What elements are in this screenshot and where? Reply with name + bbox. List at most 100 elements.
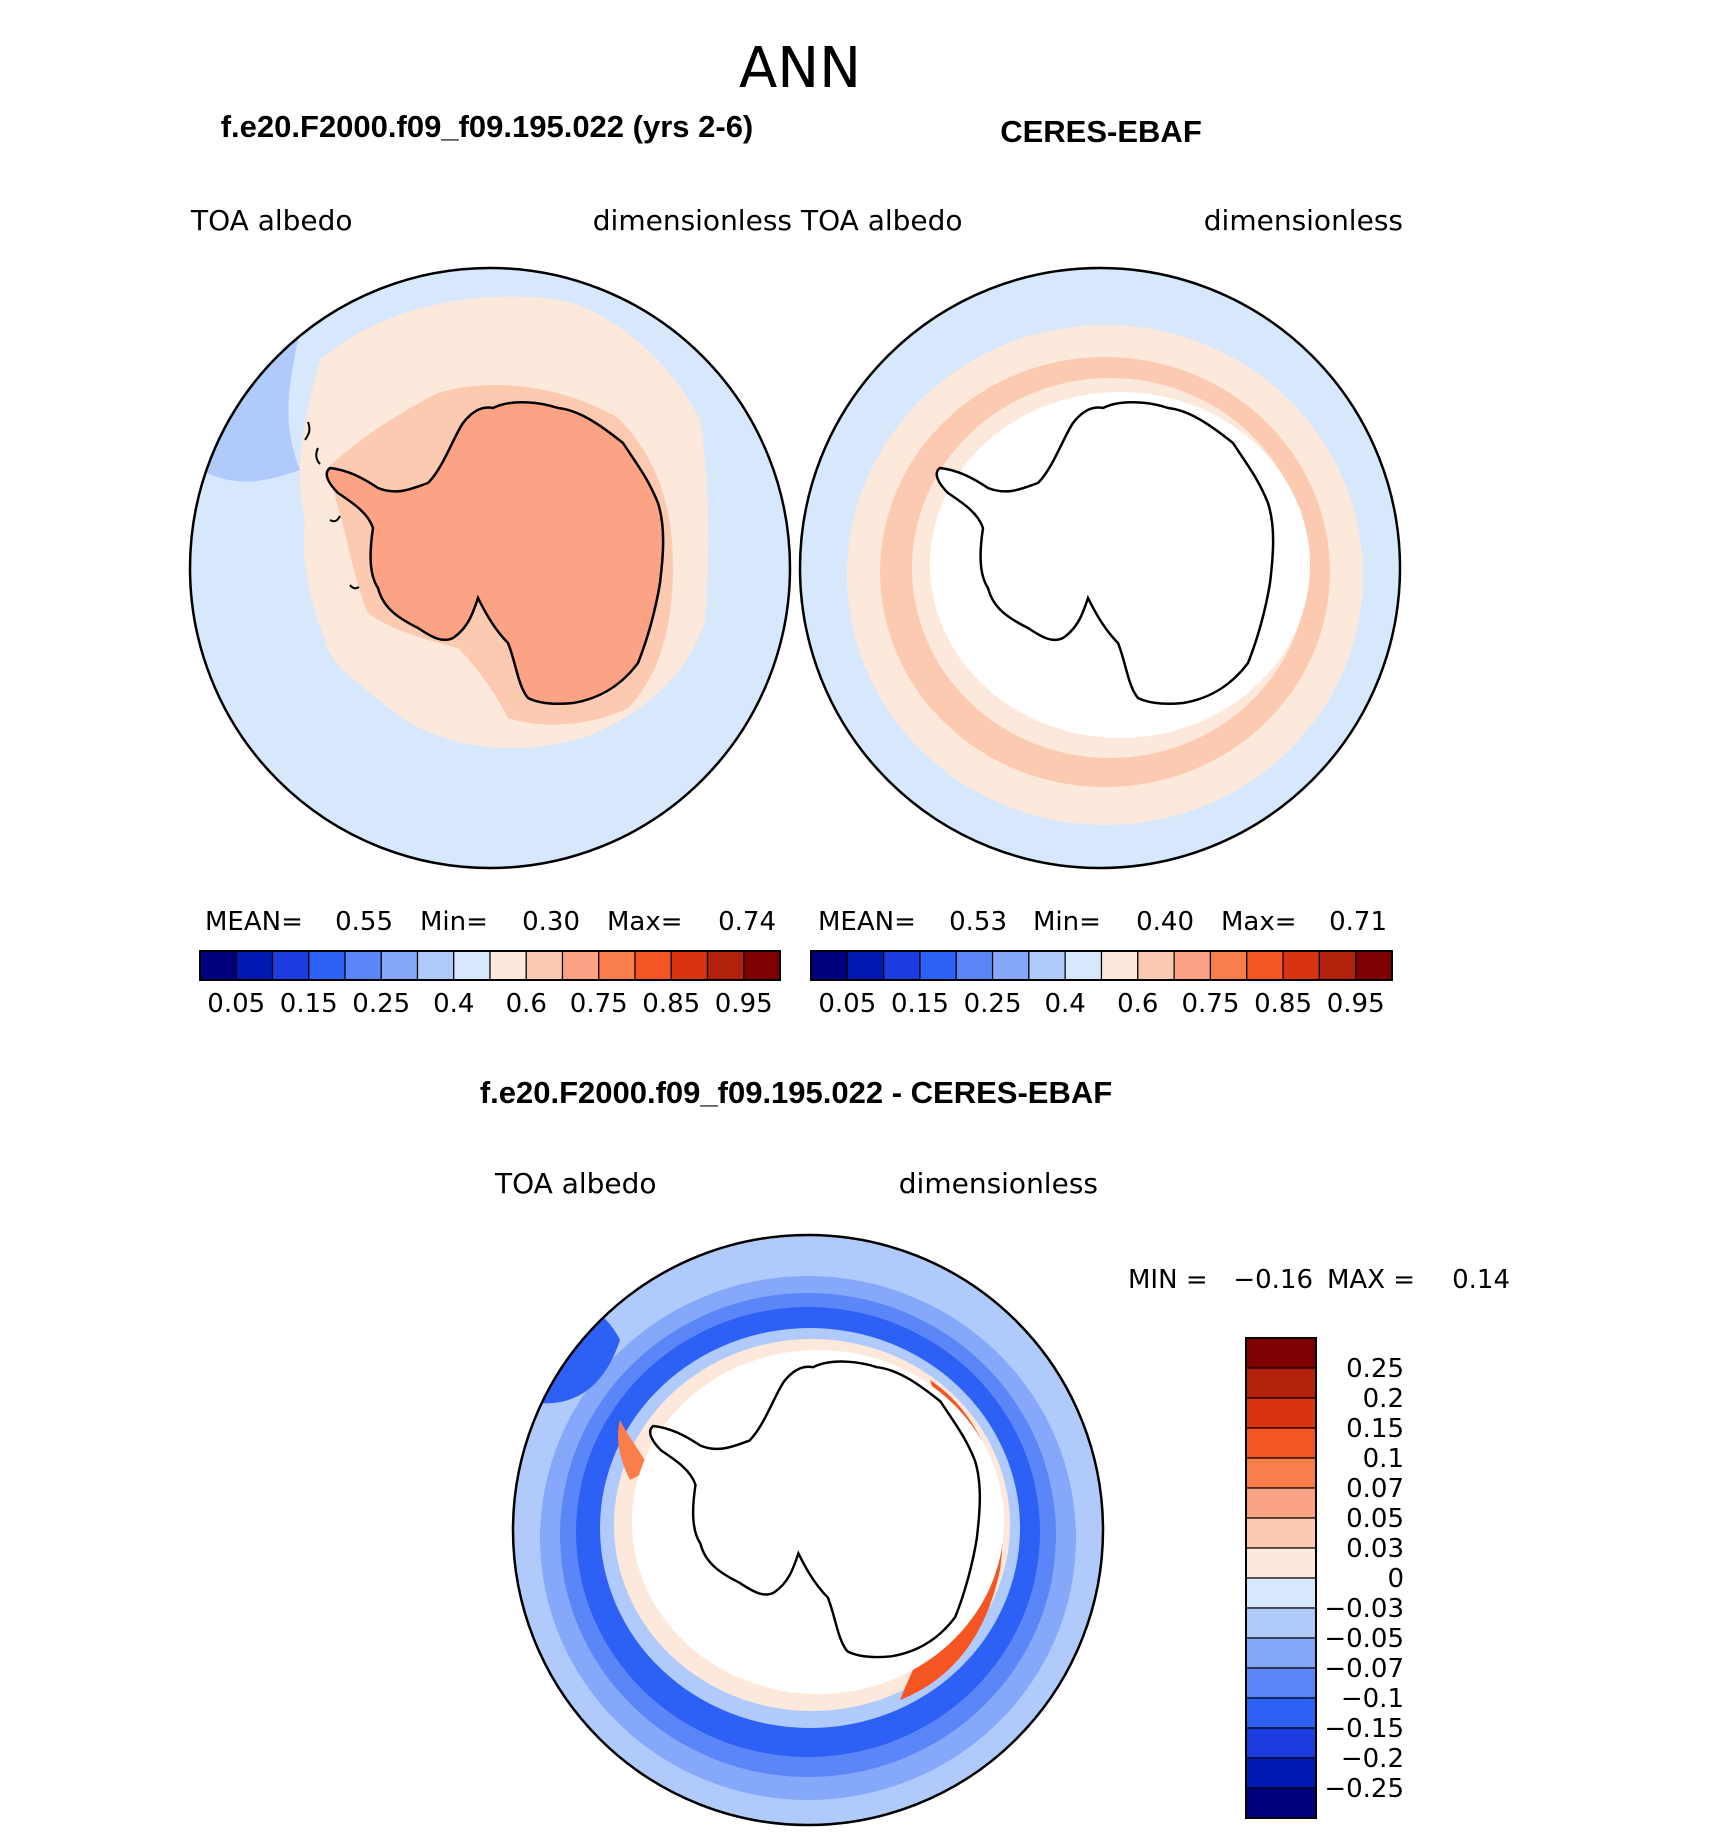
diff-colorbar-swatch (1245, 1727, 1317, 1759)
model-colorbar-tick-label: 0.05 (207, 989, 265, 1019)
diff-colorbar-swatch (1245, 1637, 1317, 1669)
diff-colorbar-tick-label: 0.2 (1363, 1384, 1404, 1414)
diff-colorbar-tick-label: −0.25 (1324, 1774, 1404, 1804)
model-colorbar-swatch (706, 950, 745, 981)
diff-units-label: dimensionless (899, 1167, 1098, 1200)
diff-colorbar-tick-label: −0.15 (1324, 1714, 1404, 1744)
obs-map (798, 266, 1402, 870)
obs-colorbar-frame (810, 950, 1393, 981)
diff-colorbar-swatch (1245, 1457, 1317, 1489)
model-colorbar-tick-label: 0.95 (715, 989, 773, 1019)
model-colorbar-swatch (271, 950, 310, 981)
obs-units-label: dimensionless (1204, 204, 1403, 237)
obs-max-value: 0.71 (1329, 907, 1387, 937)
diff-colorbar-frame (1245, 1337, 1317, 1819)
obs-variable-label: TOA albedo (800, 204, 963, 237)
diff-colorbar-swatch (1245, 1757, 1317, 1789)
model-colorbar-tick-label: 0.75 (570, 989, 628, 1019)
model-colorbar-swatch (416, 950, 455, 981)
obs-colorbar-tick-label: 0.75 (1181, 989, 1239, 1019)
obs-colorbar-swatch (955, 950, 994, 981)
obs-colorbar-swatch (846, 950, 885, 981)
diff-colorbar-swatch (1245, 1427, 1317, 1459)
obs-colorbar-swatch (1282, 950, 1320, 981)
diff-colorbar: 0.250.20.150.10.070.050.030−0.03−0.05−0.… (1245, 1337, 1404, 1819)
obs-min-label: Min= (1033, 907, 1101, 937)
obs-colorbar-tick-label: 0.25 (964, 989, 1022, 1019)
obs-mean-label: MEAN= (818, 907, 916, 937)
obs-colorbar-tick-label: 0.4 (1045, 989, 1086, 1019)
diff-colorbar-swatch (1245, 1607, 1317, 1639)
obs-colorbar-swatch (1100, 950, 1139, 981)
obs-colorbar-swatch (1209, 950, 1248, 981)
model-colorbar-tick-label: 0.6 (506, 989, 547, 1019)
diff-colorbar-tick-label: 0 (1387, 1564, 1404, 1594)
model-colorbar-tick-label: 0.15 (280, 989, 338, 1019)
model-map (188, 266, 792, 870)
model-colorbar-swatch (743, 950, 781, 981)
diff-variable-label: TOA albedo (494, 1167, 657, 1200)
diff-min-label: MIN = (1128, 1265, 1208, 1295)
diff-colorbar-tick-label: 0.25 (1346, 1354, 1404, 1384)
model-mean-label: MEAN= (205, 907, 303, 937)
model-colorbar-tick-label: 0.25 (352, 989, 410, 1019)
diff-panel-title: f.e20.F2000.f09_f09.195.022 - CERES-EBAF (480, 1075, 1112, 1110)
obs-colorbar-tick-label: 0.05 (818, 989, 876, 1019)
figure-title: ANN (739, 36, 861, 101)
model-colorbar-tick-label: 0.85 (642, 989, 700, 1019)
obs-colorbar-swatch (1028, 950, 1066, 981)
diff-colorbar-tick-label: 0.07 (1346, 1474, 1404, 1504)
model-min-label: Min= (420, 907, 488, 937)
model-mean-value: 0.55 (335, 907, 393, 937)
model-colorbar-swatch (525, 950, 564, 981)
obs-colorbar-swatch (991, 950, 1030, 981)
diff-colorbar-swatch (1245, 1337, 1317, 1369)
diff-colorbar-tick-label: −0.2 (1341, 1744, 1404, 1774)
model-colorbar-swatch (308, 950, 346, 981)
model-colorbar-swatch (199, 950, 237, 981)
diff-colorbar-swatch (1245, 1517, 1317, 1549)
model-max-value: 0.74 (718, 907, 776, 937)
obs-colorbar-swatch (1137, 950, 1175, 981)
model-colorbar-swatch (670, 950, 709, 981)
obs-colorbar-swatch (883, 950, 921, 981)
model-colorbar-frame (199, 950, 781, 981)
model-colorbar: 0.05 0.15 0.25 0.4 0.6 0.75 0.85 0.95 (199, 950, 781, 1019)
diff-map (511, 1233, 1105, 1827)
obs-colorbar-swatch (1318, 950, 1357, 981)
model-colorbar-swatch (634, 950, 672, 981)
obs-colorbar-swatch (919, 950, 957, 981)
obs-colorbar: 0.05 0.15 0.25 0.4 0.6 0.75 0.85 0.95 (810, 950, 1393, 1019)
obs-colorbar-swatch (1246, 950, 1284, 981)
obs-colorbar-tick-label: 0.6 (1117, 989, 1158, 1019)
diff-colorbar-tick-label: −0.03 (1324, 1594, 1404, 1624)
model-colorbar-swatch (489, 950, 527, 981)
model-panel-title: f.e20.F2000.f09_f09.195.022 (yrs 2-6) (221, 109, 754, 144)
obs-colorbar-swatch (1173, 950, 1212, 981)
obs-colorbar-swatch (1064, 950, 1103, 981)
diff-colorbar-swatch (1245, 1577, 1317, 1609)
diff-max-value: 0.14 (1452, 1265, 1510, 1295)
model-colorbar-swatch (380, 950, 419, 981)
diff-colorbar-tick-label: −0.07 (1324, 1654, 1404, 1684)
diff-colorbar-swatch (1245, 1487, 1317, 1519)
diff-colorbar-tick-label: 0.1 (1363, 1444, 1404, 1474)
diff-colorbar-swatch (1245, 1367, 1317, 1399)
diff-max-label: MAX = (1327, 1265, 1415, 1295)
diff-colorbar-swatch (1245, 1667, 1317, 1699)
obs-max-label: Max= (1221, 907, 1297, 937)
obs-mean-value: 0.53 (949, 907, 1007, 937)
model-min-value: 0.30 (522, 907, 580, 937)
diff-colorbar-tick-label: 0.05 (1346, 1504, 1404, 1534)
diff-colorbar-swatch (1245, 1787, 1317, 1819)
obs-colorbar-swatch (1355, 950, 1393, 981)
obs-min-value: 0.40 (1136, 907, 1194, 937)
obs-colorbar-tick-label: 0.95 (1327, 989, 1385, 1019)
diff-colorbar-tick-label: −0.05 (1324, 1624, 1404, 1654)
model-colorbar-swatch (561, 950, 600, 981)
model-max-label: Max= (607, 907, 683, 937)
diff-colorbar-tick-label: 0.03 (1346, 1534, 1404, 1564)
obs-colorbar-swatch (810, 950, 848, 981)
diff-colorbar-tick-label: −0.1 (1341, 1684, 1404, 1714)
